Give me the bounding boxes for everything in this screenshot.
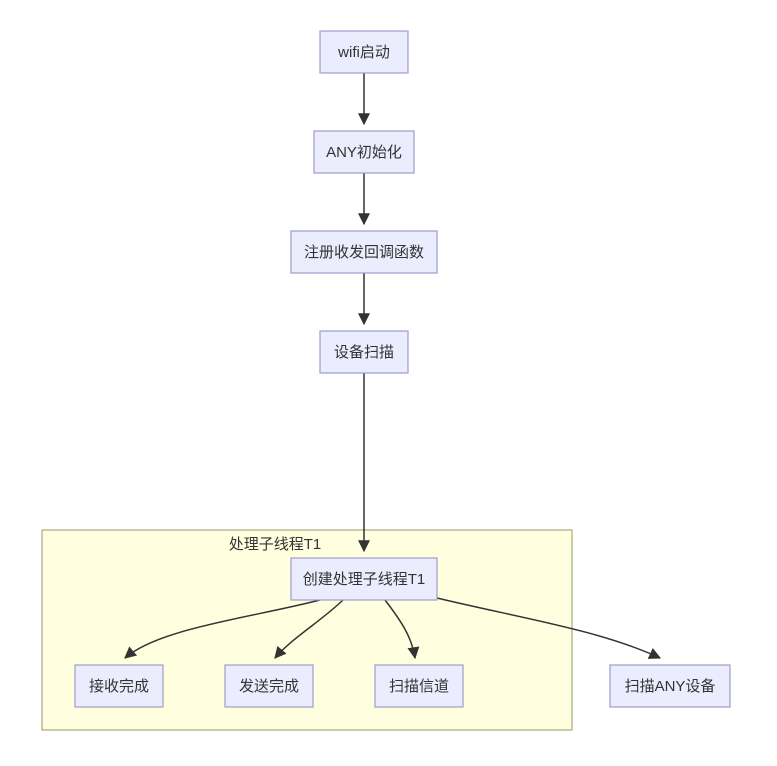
node-label: 注册收发回调函数 — [304, 244, 424, 261]
node-n7: 发送完成 — [225, 665, 313, 707]
node-n9: 扫描ANY设备 — [610, 665, 730, 707]
node-label: 接收完成 — [89, 678, 149, 695]
node-n8: 扫描信道 — [375, 665, 463, 707]
thread-group-label: 处理子线程T1 — [229, 536, 322, 553]
node-label: 扫描ANY设备 — [625, 678, 716, 695]
node-label: wifi启动 — [337, 44, 390, 61]
node-n1: wifi启动 — [320, 31, 408, 73]
node-label: 发送完成 — [239, 678, 299, 695]
node-label: 创建处理子线程T1 — [303, 571, 426, 588]
node-n3: 注册收发回调函数 — [291, 231, 437, 273]
node-label: 扫描信道 — [389, 678, 449, 695]
node-n6: 接收完成 — [75, 665, 163, 707]
node-label: 设备扫描 — [334, 344, 394, 361]
node-n4: 设备扫描 — [320, 331, 408, 373]
node-label: ANY初始化 — [326, 144, 402, 161]
node-n5: 创建处理子线程T1 — [291, 558, 437, 600]
node-n2: ANY初始化 — [314, 131, 414, 173]
